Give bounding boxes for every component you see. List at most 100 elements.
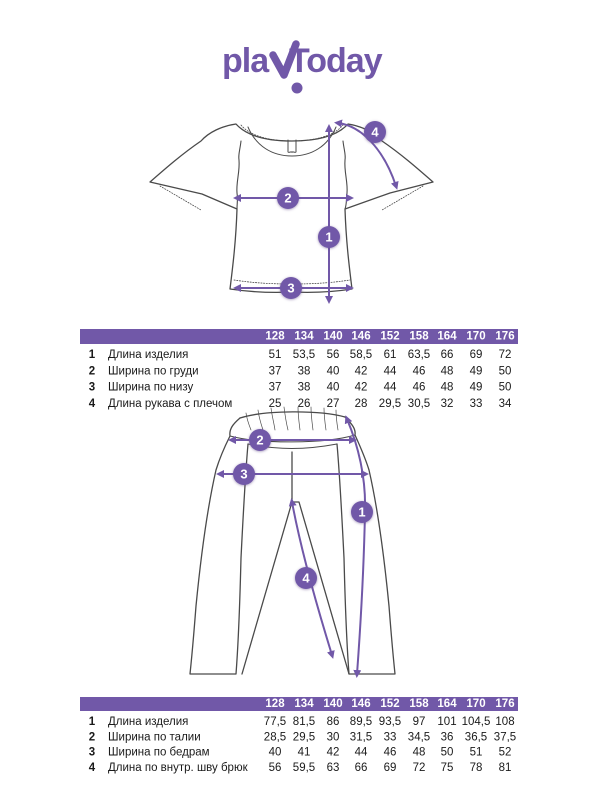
- svg-text:34,5: 34,5: [408, 731, 430, 743]
- svg-text:50: 50: [441, 747, 454, 759]
- svg-text:69: 69: [470, 349, 483, 361]
- svg-text:51: 51: [269, 349, 282, 361]
- svg-text:1: 1: [325, 230, 332, 245]
- svg-text:49: 49: [470, 382, 483, 394]
- svg-text:134: 134: [294, 331, 314, 343]
- svg-text:164: 164: [437, 698, 457, 710]
- svg-text:40: 40: [327, 382, 340, 394]
- svg-text:78: 78: [470, 762, 483, 774]
- svg-text:38: 38: [298, 382, 311, 394]
- svg-text:58,5: 58,5: [350, 349, 372, 361]
- svg-text:2: 2: [89, 731, 95, 743]
- svg-text:158: 158: [409, 698, 429, 710]
- svg-text:3: 3: [287, 281, 294, 296]
- svg-text:29,5: 29,5: [293, 731, 315, 743]
- svg-text:56: 56: [327, 349, 340, 361]
- svg-text:40: 40: [269, 747, 282, 759]
- svg-text:4: 4: [89, 762, 96, 774]
- svg-text:170: 170: [466, 698, 485, 710]
- svg-text:63,5: 63,5: [408, 349, 430, 361]
- svg-text:pla: pla: [222, 42, 270, 80]
- svg-text:2: 2: [89, 365, 95, 377]
- svg-text:52: 52: [499, 747, 512, 759]
- svg-text:Ширина по груди: Ширина по груди: [108, 365, 199, 377]
- svg-text:128: 128: [265, 331, 285, 343]
- svg-text:2: 2: [284, 191, 291, 206]
- svg-text:176: 176: [495, 331, 514, 343]
- svg-text:4: 4: [89, 398, 96, 410]
- svg-text:34: 34: [499, 398, 512, 410]
- svg-text:31,5: 31,5: [350, 731, 372, 743]
- svg-text:146: 146: [351, 331, 370, 343]
- svg-text:44: 44: [384, 382, 397, 394]
- svg-text:Длина изделия: Длина изделия: [108, 349, 188, 361]
- svg-text:3: 3: [89, 382, 95, 394]
- svg-text:1: 1: [89, 349, 96, 361]
- svg-text:32: 32: [441, 398, 454, 410]
- svg-text:59,5: 59,5: [293, 762, 315, 774]
- svg-text:26: 26: [298, 398, 311, 410]
- svg-text:89,5: 89,5: [350, 716, 372, 728]
- svg-text:66: 66: [441, 349, 454, 361]
- svg-text:3: 3: [89, 747, 95, 759]
- svg-text:33: 33: [470, 398, 483, 410]
- svg-text:101: 101: [437, 716, 456, 728]
- svg-text:46: 46: [384, 747, 397, 759]
- svg-text:49: 49: [470, 365, 483, 377]
- svg-text:27: 27: [327, 398, 340, 410]
- svg-text:48: 48: [441, 382, 454, 394]
- svg-text:1: 1: [358, 505, 365, 520]
- svg-text:128: 128: [265, 698, 285, 710]
- svg-text:50: 50: [499, 382, 512, 394]
- svg-text:37: 37: [269, 382, 282, 394]
- svg-text:36: 36: [441, 731, 454, 743]
- svg-text:40: 40: [327, 365, 340, 377]
- svg-text:Ширина по низу: Ширина по низу: [108, 382, 193, 394]
- svg-text:33: 33: [384, 731, 397, 743]
- svg-text:93,5: 93,5: [379, 716, 401, 728]
- svg-text:38: 38: [298, 365, 311, 377]
- svg-text:108: 108: [495, 716, 514, 728]
- svg-text:50: 50: [499, 365, 512, 377]
- svg-text:42: 42: [355, 365, 368, 377]
- svg-text:69: 69: [384, 762, 397, 774]
- svg-text:44: 44: [355, 747, 368, 759]
- svg-text:104,5: 104,5: [462, 716, 491, 728]
- svg-text:66: 66: [355, 762, 368, 774]
- svg-text:134: 134: [294, 698, 314, 710]
- svg-text:170: 170: [466, 331, 485, 343]
- svg-text:46: 46: [413, 365, 426, 377]
- svg-text:3: 3: [240, 467, 247, 482]
- svg-text:140: 140: [323, 698, 342, 710]
- svg-text:28,5: 28,5: [264, 731, 286, 743]
- svg-text:30: 30: [327, 731, 340, 743]
- svg-text:140: 140: [323, 331, 342, 343]
- svg-text:164: 164: [437, 331, 457, 343]
- svg-text:42: 42: [355, 382, 368, 394]
- svg-text:146: 146: [351, 698, 370, 710]
- svg-text:51: 51: [470, 747, 483, 759]
- svg-text:28: 28: [355, 398, 368, 410]
- svg-text:46: 46: [413, 382, 426, 394]
- svg-text:48: 48: [413, 747, 426, 759]
- svg-text:4: 4: [371, 125, 379, 140]
- svg-text:Ширина по талии: Ширина по талии: [108, 731, 201, 743]
- svg-text:81,5: 81,5: [293, 716, 315, 728]
- svg-text:158: 158: [409, 331, 429, 343]
- svg-text:37: 37: [269, 365, 282, 377]
- svg-text:44: 44: [384, 365, 397, 377]
- svg-text:30,5: 30,5: [408, 398, 430, 410]
- svg-text:1: 1: [89, 716, 96, 728]
- svg-text:75: 75: [441, 762, 454, 774]
- svg-text:77,5: 77,5: [264, 716, 286, 728]
- svg-text:152: 152: [380, 698, 399, 710]
- svg-text:61: 61: [384, 349, 397, 361]
- svg-text:42: 42: [327, 747, 340, 759]
- svg-text:41: 41: [298, 747, 311, 759]
- svg-text:176: 176: [495, 698, 514, 710]
- svg-text:Ширина по бедрам: Ширина по бедрам: [108, 747, 210, 759]
- svg-text:63: 63: [327, 762, 340, 774]
- svg-text:56: 56: [269, 762, 282, 774]
- svg-text:36,5: 36,5: [465, 731, 487, 743]
- svg-text:53,5: 53,5: [293, 349, 315, 361]
